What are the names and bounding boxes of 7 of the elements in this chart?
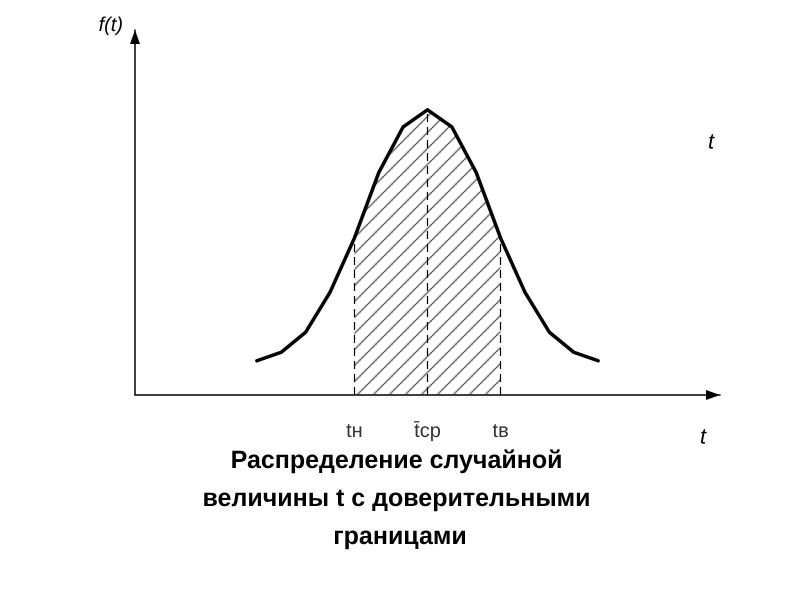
x-tick-label: tн bbox=[346, 420, 363, 442]
x-axis-title: t bbox=[700, 424, 707, 448]
x-tick-label: tв bbox=[492, 420, 509, 442]
x-tick-label: t̄ср bbox=[414, 420, 441, 442]
annotation: t bbox=[708, 128, 715, 154]
y-axis-title: f(t) bbox=[98, 14, 123, 36]
text: Распределение случайной величины t с доверительными границами bbox=[202, 446, 598, 550]
